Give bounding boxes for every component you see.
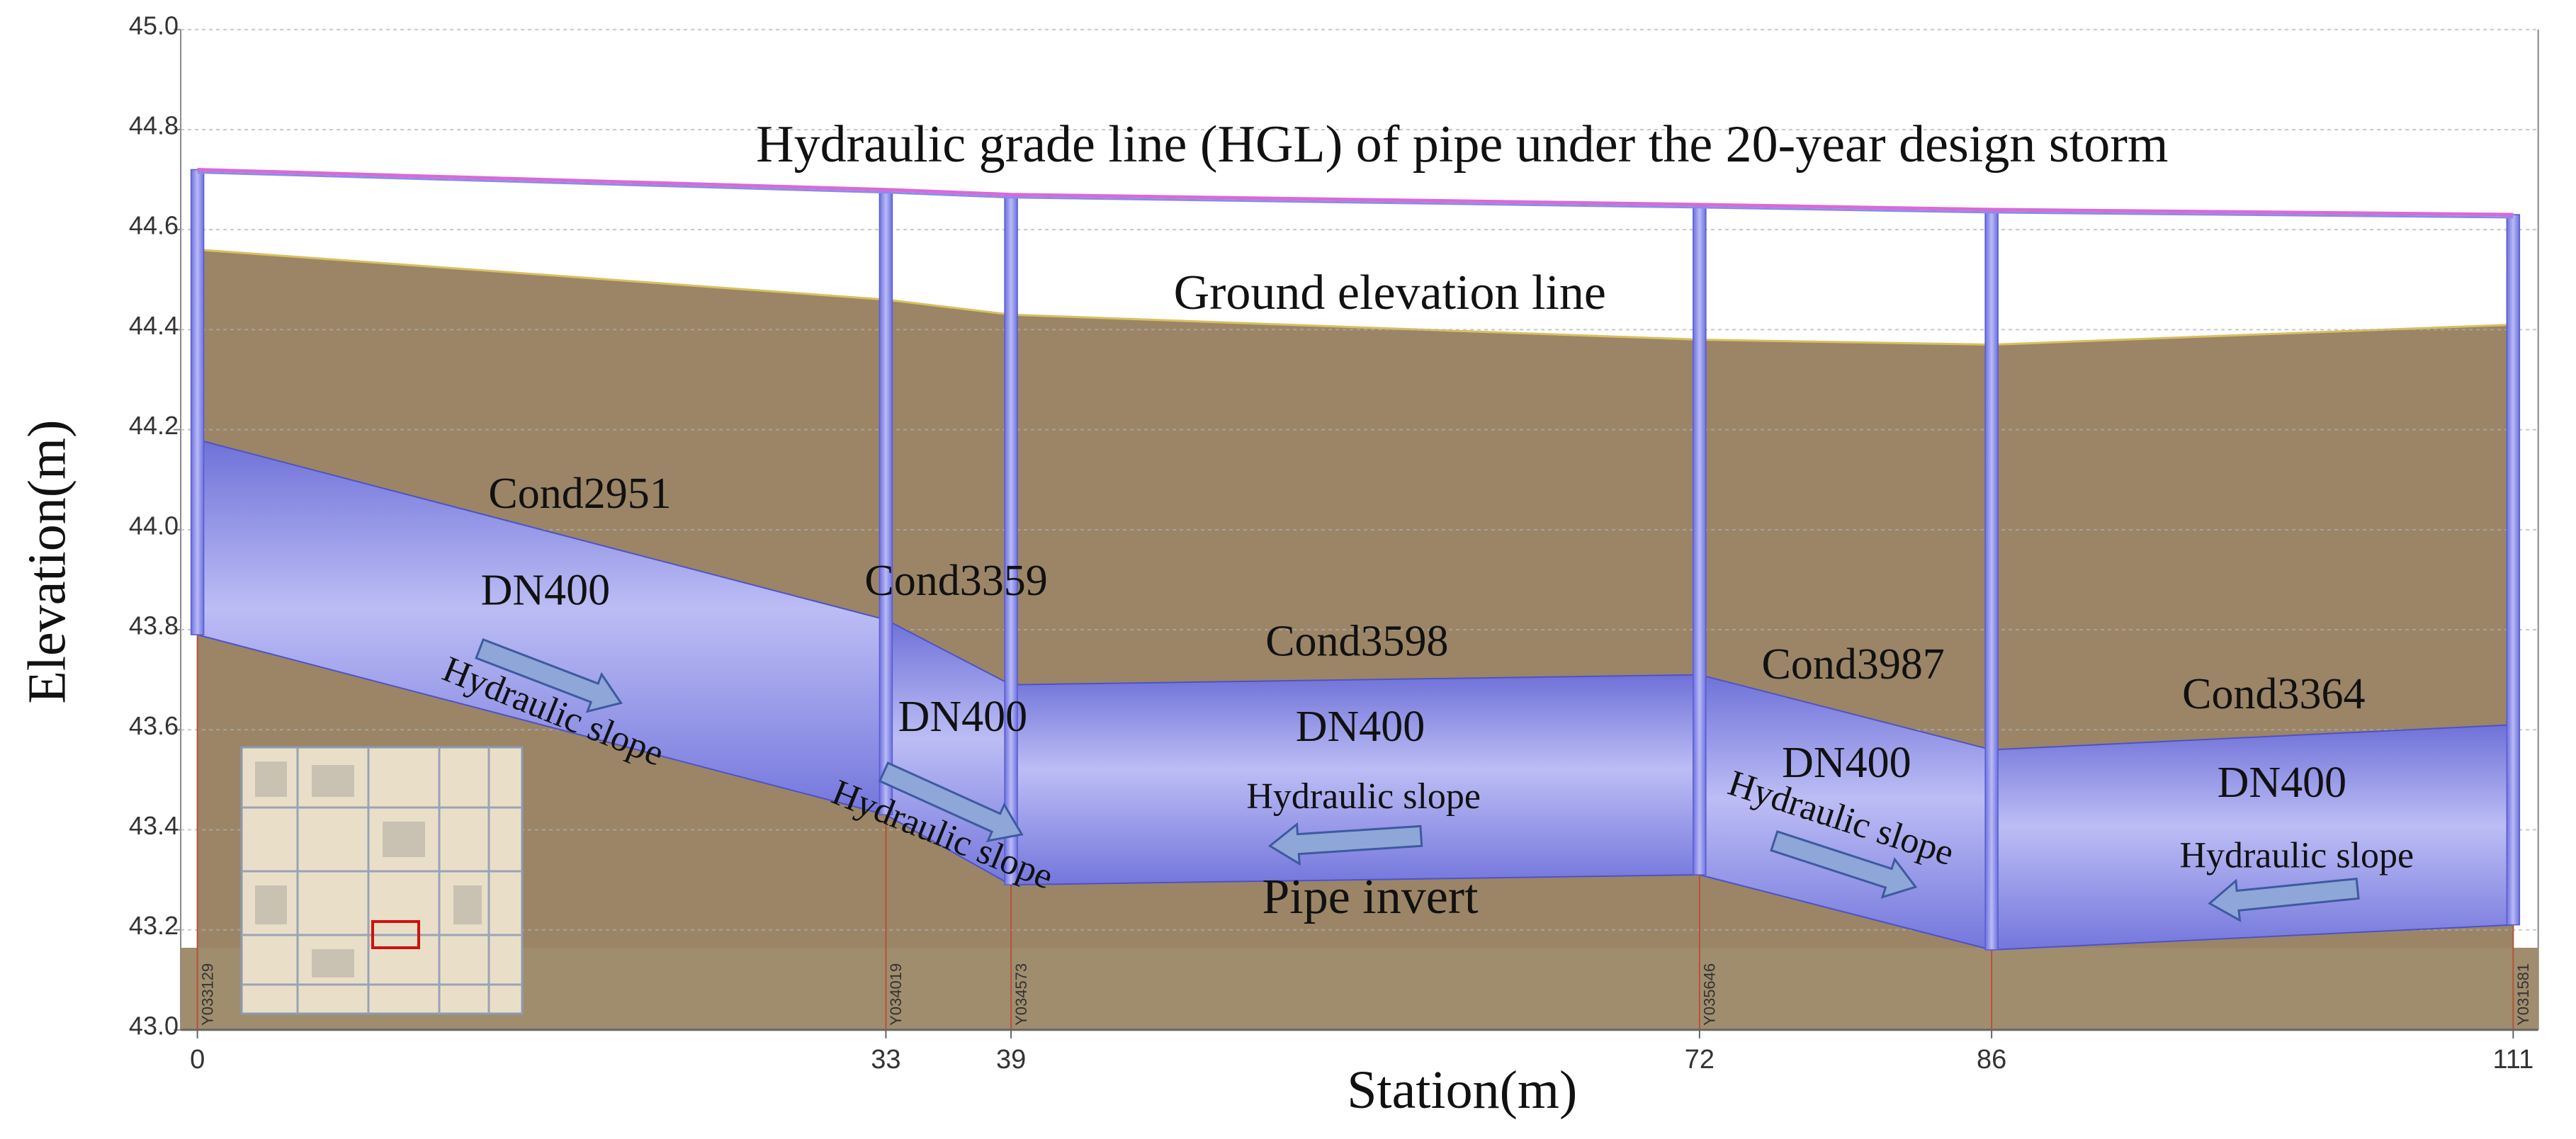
node-name: Y031581 [2514,963,2532,1026]
y-tick-label: 45.0 [129,11,179,40]
inset-streets [242,747,522,1014]
node-name: Y034573 [1012,963,1030,1026]
hgl-line [197,167,2514,217]
hgl-line-edge [197,171,2514,219]
pipe-name: Cond2951 [488,470,671,518]
flow-arrow [475,638,623,713]
pipe-name: Cond3364 [2182,670,2365,718]
x-axis-title: Station(m) [1347,1060,1577,1120]
invert-label: Pipe invert [1262,870,1479,924]
y-tick-label: 43.8 [129,611,179,640]
y-tick-label: 44.6 [129,211,179,240]
slope-label: Hydraulic slope [1246,776,1481,817]
node-name: Y035646 [1701,963,1719,1026]
x-tick-label: 39 [996,1045,1026,1075]
y-tick-label: 44.0 [129,511,179,540]
x-tick-label: 111 [2492,1045,2533,1075]
node-name: Y033129 [198,963,216,1026]
y-tick-label: 43.0 [129,1011,179,1040]
label-band [181,947,2538,1030]
chart-title: Hydraulic grade line (HGL) of pipe under… [756,115,2168,174]
pipe-name: Cond3359 [864,557,1047,605]
manhole [879,188,893,816]
flow-arrow [2208,877,2360,922]
y-tick-label: 43.4 [129,811,179,840]
pipe-name: Cond3987 [1762,640,1945,688]
pipe-size: DN400 [1782,739,1911,787]
ground-line [197,248,2514,346]
pipe-size: DN400 [1296,703,1425,751]
inset-blocks [255,761,482,978]
pipe-size: DN400 [2218,759,2347,807]
y-tick-label: 44.4 [129,311,179,340]
flow-arrow [1267,822,1423,866]
pipe-name: Cond3598 [1265,618,1448,666]
flow-arrow [878,761,1024,843]
node-name: Y034019 [887,963,905,1026]
manhole [190,169,205,635]
manhole [1693,204,1707,876]
inset-frame [240,746,524,1015]
pipe-size: DN400 [481,567,611,615]
y-axis-title: Elevation(m) [18,420,77,704]
y-tick-label: 43.6 [129,711,179,740]
y-tick-label: 44.2 [129,411,179,440]
inset-map [240,746,524,1015]
y-tick-label: 44.8 [129,110,179,140]
flow-arrow [1770,830,1918,899]
x-tick-label: 33 [871,1045,900,1075]
ground-label: Ground elevation line [1174,266,1606,320]
x-tick-label: 0 [190,1045,205,1075]
slope-label: Hydraulic slope [2179,836,2414,876]
pipe-size: DN400 [898,693,1028,741]
x-tick-label: 86 [1977,1045,2006,1075]
y-tick-label: 43.2 [129,911,179,940]
inset-highlight [371,920,420,949]
x-tick-label: 72 [1685,1045,1714,1075]
manhole [1004,194,1018,885]
plot-layer [190,167,2521,1030]
manhole [1984,209,1999,951]
manhole [2506,214,2521,926]
